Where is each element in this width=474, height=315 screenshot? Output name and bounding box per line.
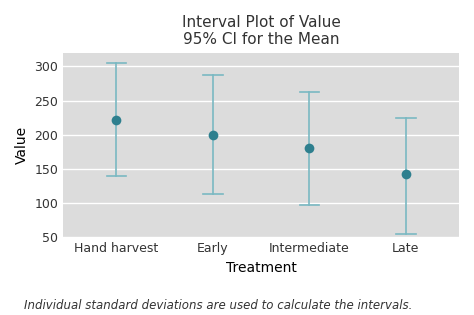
Text: Individual standard deviations are used to calculate the intervals.: Individual standard deviations are used … bbox=[24, 299, 412, 312]
Title: Interval Plot of Value
95% CI for the Mean: Interval Plot of Value 95% CI for the Me… bbox=[182, 15, 341, 47]
Y-axis label: Value: Value bbox=[15, 126, 29, 164]
X-axis label: Treatment: Treatment bbox=[226, 261, 297, 275]
